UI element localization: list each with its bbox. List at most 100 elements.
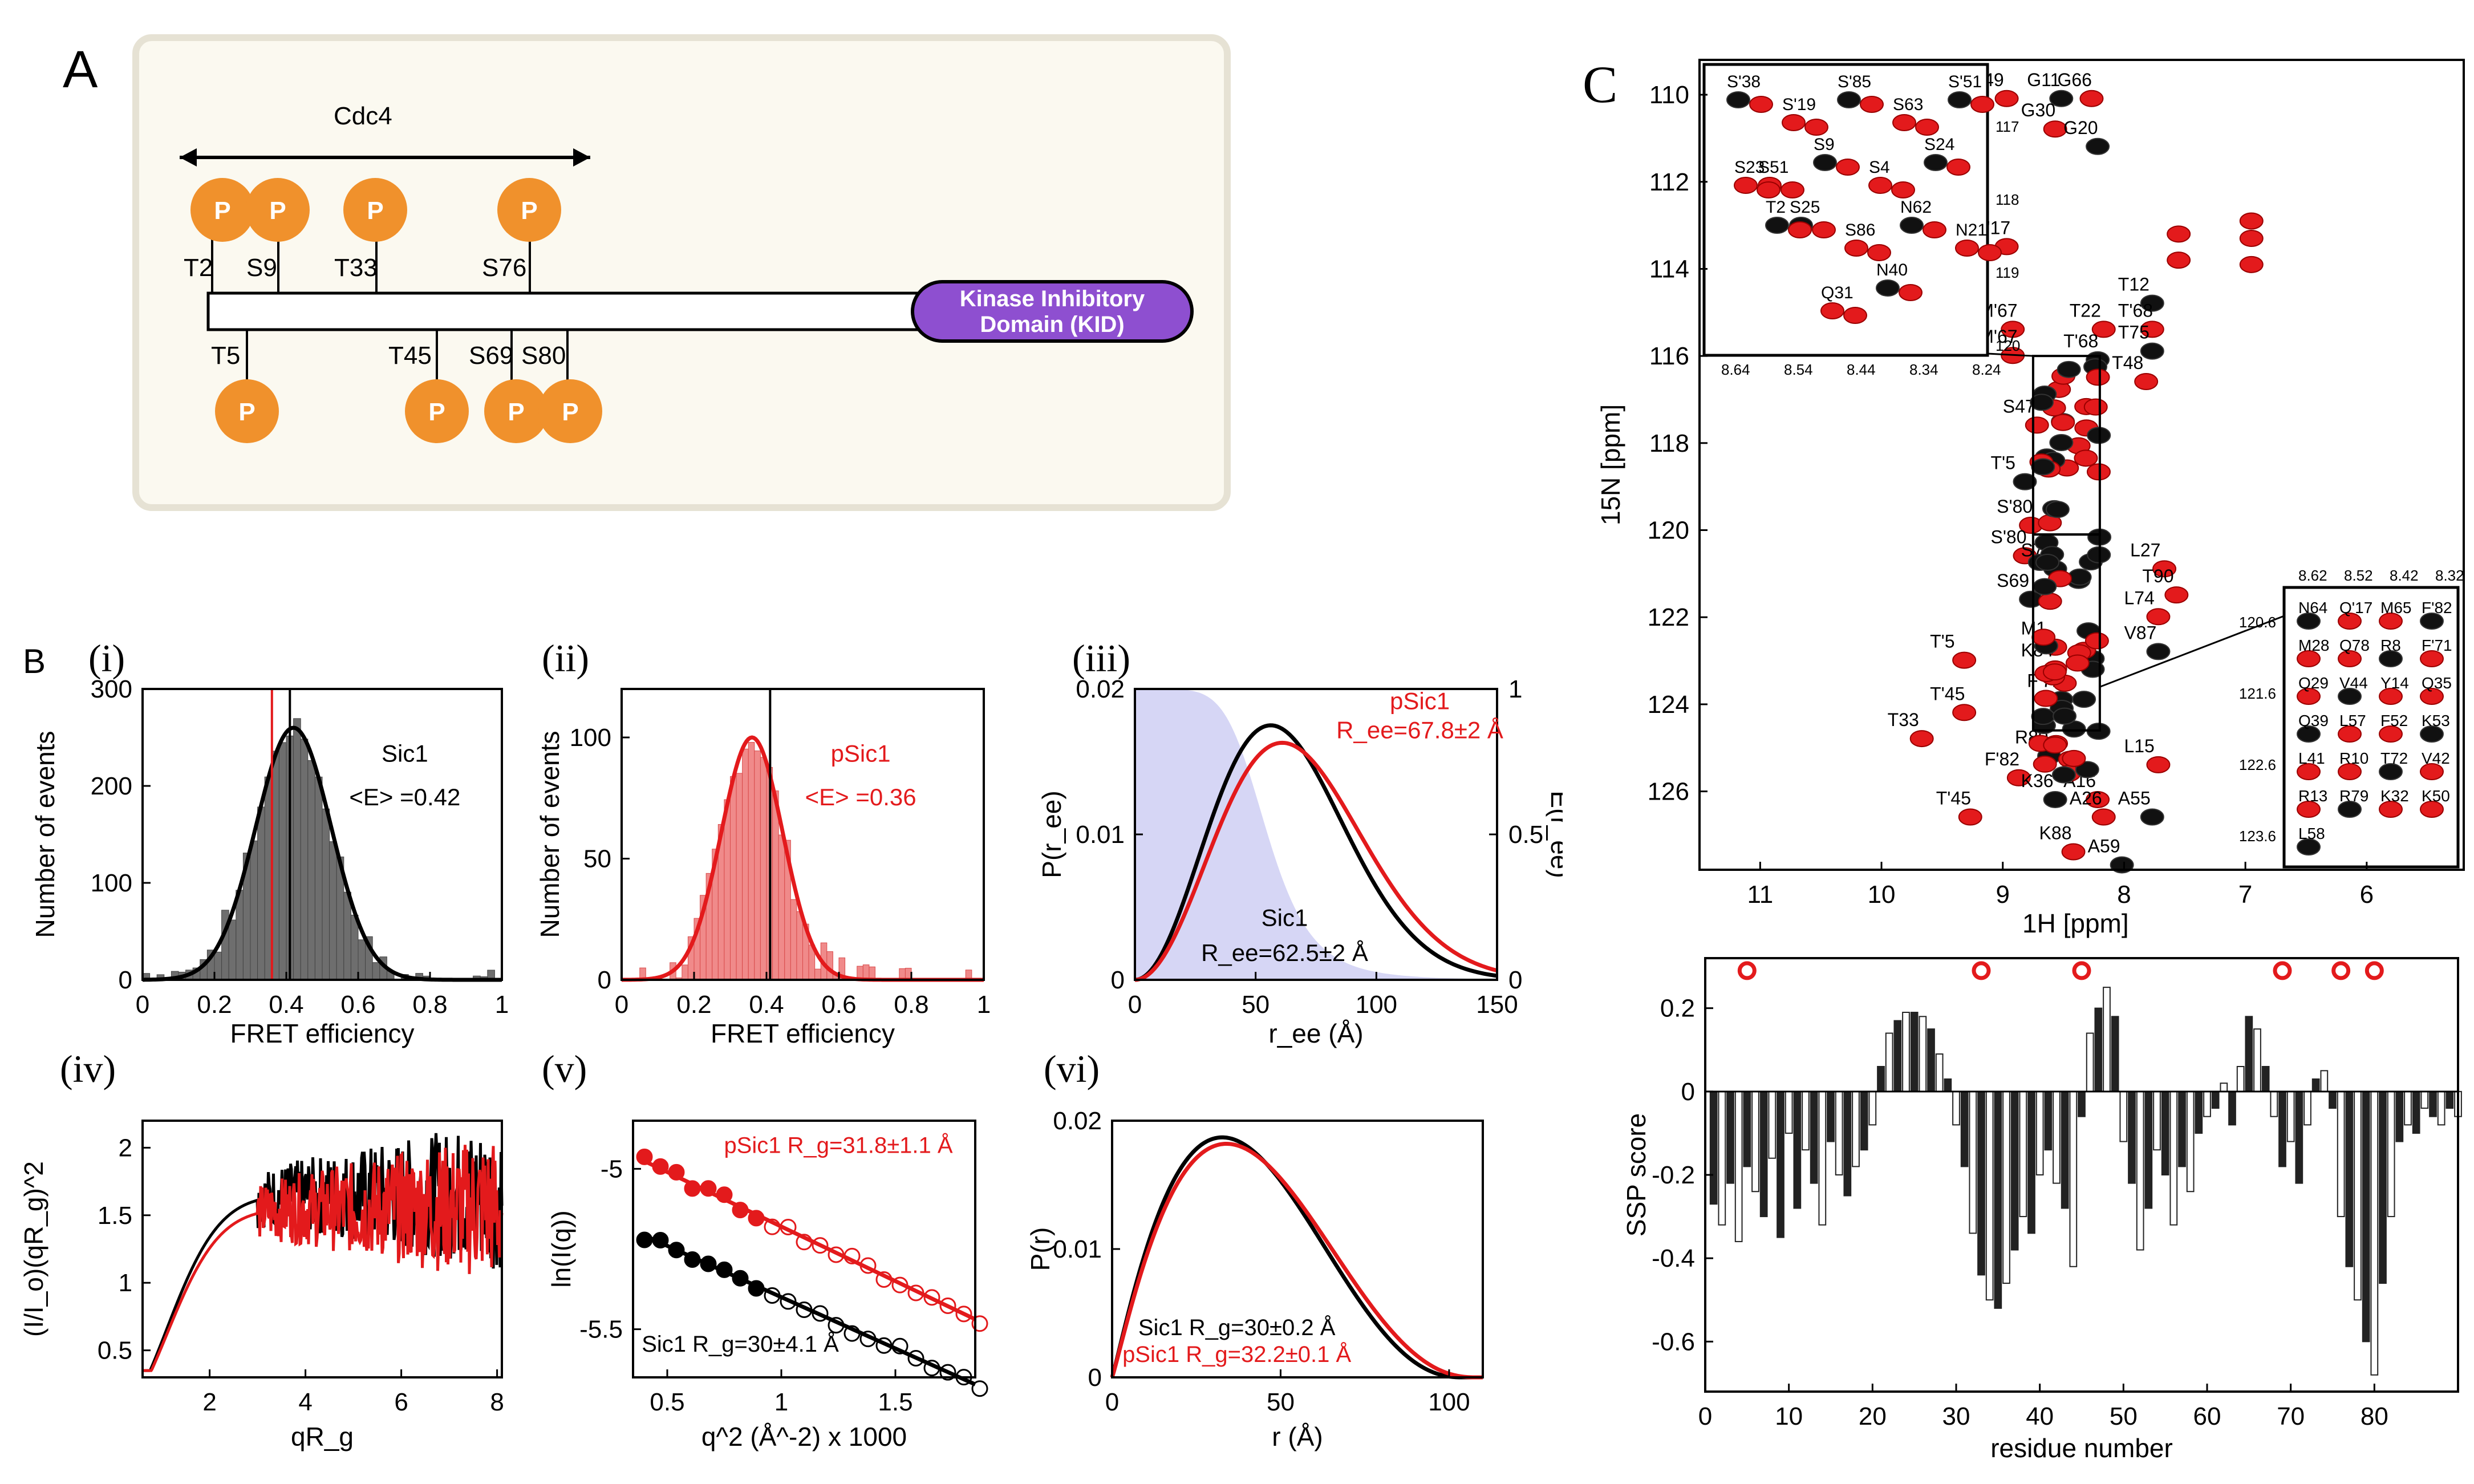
- phospho-site-marker: [2072, 961, 2091, 980]
- hsqc-peak: [2061, 843, 2086, 861]
- inset-label: S63: [1893, 95, 1923, 114]
- data-point-pSic1: [700, 1180, 717, 1197]
- x-tick-label: 11: [1747, 881, 1774, 909]
- ssp-bar: [2002, 1090, 2010, 1284]
- inset-peak: [1813, 154, 1837, 171]
- x-tick-label: 0: [1698, 1402, 1712, 1430]
- hsqc-peak: [2140, 342, 2164, 360]
- inset-peak: [1900, 217, 1924, 234]
- inset-label: N62: [1900, 198, 1932, 217]
- data-point-pSic1: [828, 1246, 845, 1263]
- ssp-bar: [2303, 1090, 2311, 1126]
- y2-tick-label: 0.5: [1508, 821, 1543, 849]
- sidechain-peak: [2239, 230, 2264, 248]
- hsqc-peak: [2152, 560, 2177, 578]
- data-point-Sic1: [780, 1293, 797, 1310]
- inset-label: S86: [1845, 221, 1875, 240]
- hsqc-peak: [1952, 651, 1977, 669]
- panel-label-c: C: [1583, 55, 1618, 113]
- distribution-pSic1: [1134, 740, 1498, 982]
- inset-label: Q'17: [2339, 599, 2372, 617]
- hsqc-peak: [2146, 756, 2171, 773]
- x-tick-label: 70: [2277, 1402, 2305, 1430]
- hsqc-peak: [2057, 360, 2081, 378]
- histogram-bar: [228, 919, 237, 980]
- inset-peak: [2338, 801, 2362, 818]
- ssp-bar: [2295, 1090, 2303, 1184]
- y-tick-label: 0: [119, 966, 132, 994]
- inset-peak: [1820, 302, 1844, 319]
- inset-peak: [2379, 801, 2403, 818]
- ssp-bar: [2278, 1090, 2286, 1167]
- ssp-bar: [2044, 1090, 2053, 1151]
- ssp-bar: [1960, 1090, 1969, 1167]
- inset-x-tick: 8.34: [1909, 361, 1938, 378]
- inset-peak: [2297, 838, 2321, 855]
- data-point-pSic1: [939, 1297, 956, 1314]
- histogram-bar: [214, 951, 222, 980]
- sub-label-iii: (iii): [1072, 636, 1130, 680]
- peak-label: A55: [2118, 788, 2151, 808]
- data-point-pSic1: [684, 1180, 701, 1197]
- inset-peak: [2420, 801, 2444, 818]
- inset-x-tick: 8.44: [1847, 361, 1876, 378]
- x-tick-label: 0.2: [197, 991, 232, 1019]
- peak-label: A26: [2070, 788, 2102, 808]
- hsqc-peak: [2049, 90, 2074, 107]
- peak-label: K88: [2039, 823, 2072, 844]
- inset-peak: [2420, 763, 2444, 780]
- hsqc-peak: [2086, 368, 2110, 386]
- histogram-bar: [754, 751, 761, 980]
- ssp-bar: [2195, 1090, 2203, 1134]
- inset-peak: [2379, 763, 2403, 780]
- histogram-bar: [250, 840, 258, 980]
- hsqc-peak: [2164, 586, 2189, 604]
- panel-a-schematic: Cdc4 Kinase Inhibitory Domain (KID) P P …: [132, 34, 1231, 511]
- data-point-pSic1: [891, 1276, 909, 1294]
- y2-tick-label: 0: [1508, 966, 1522, 994]
- ssp-bar: [2420, 1090, 2429, 1109]
- svg-text:P: P: [367, 197, 383, 225]
- inset-peak: [1726, 91, 1750, 108]
- inset-peak: [2297, 613, 2321, 630]
- inset-label: Y14: [2380, 674, 2409, 692]
- data-point-Sic1: [891, 1337, 909, 1355]
- legend-sic1: Sic1: [1262, 905, 1308, 931]
- ssp-bar: [2236, 1066, 2245, 1092]
- histogram-bar: [760, 757, 767, 980]
- ssp-bar: [1768, 1090, 1777, 1159]
- ssp-bar: [1860, 1090, 1868, 1151]
- inset-label: Q39: [2298, 712, 2329, 729]
- ssp-bar: [2186, 1090, 2195, 1193]
- site-s80: S80: [521, 342, 566, 370]
- hsqc-peak: [2079, 90, 2104, 107]
- inset-label: S9: [1814, 135, 1835, 154]
- kid-domain: [911, 280, 1194, 343]
- panel-label-a: A: [63, 40, 98, 99]
- inset-peak: [2338, 650, 2362, 667]
- inset-y-tick: 118: [1996, 191, 2019, 208]
- inset-peak: [2338, 763, 2362, 780]
- peak-label: F'82: [1985, 749, 2019, 769]
- x-tick-label: 1.5: [878, 1388, 912, 1416]
- inset-peak: [1948, 91, 1972, 108]
- ssp-bar: [2027, 1090, 2035, 1234]
- ssp-bar: [2270, 1090, 2278, 1117]
- hsqc-peak: [2013, 473, 2037, 490]
- ssp-bar: [1977, 1090, 1985, 1276]
- inset-peak: [1844, 240, 1868, 257]
- y-tick-label: 100: [91, 869, 132, 897]
- x-tick-label: 50: [2110, 1402, 2138, 1430]
- y-axis-label: 15N [ppm]: [1596, 404, 1625, 525]
- inset-label: V42: [2422, 749, 2450, 767]
- data-point-pSic1: [732, 1202, 749, 1219]
- ssp-bar: [1843, 1090, 1852, 1197]
- ssp-bar: [2320, 1070, 2329, 1092]
- x-tick-label: 0.4: [749, 991, 784, 1019]
- x-tick-label: 50: [1242, 991, 1270, 1019]
- hsqc-peak: [1958, 808, 1982, 826]
- x-axis-label: FRET efficiency: [711, 1019, 895, 1048]
- hsqc-peak: [2034, 690, 2058, 707]
- data-point-pSic1: [780, 1218, 797, 1235]
- hsqc-peak: [2075, 761, 2099, 779]
